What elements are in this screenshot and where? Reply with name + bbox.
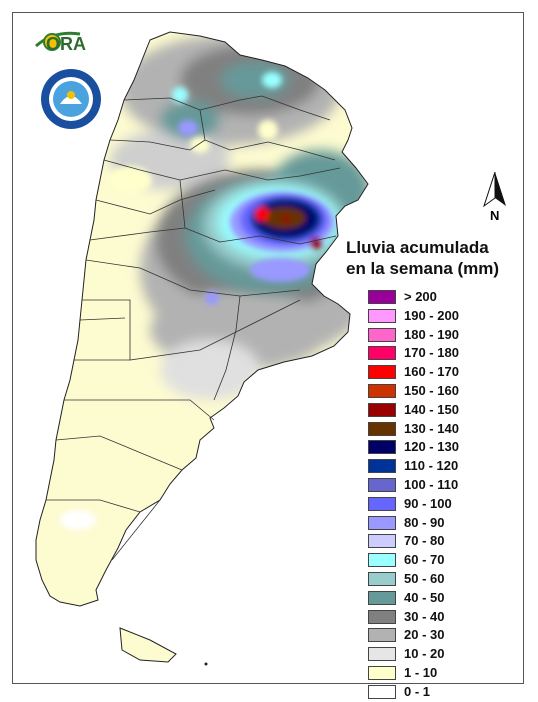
legend-swatch [368, 534, 396, 549]
legend-swatch [368, 590, 396, 605]
legend-label: 160 - 170 [404, 364, 459, 380]
legend-label: 120 - 130 [404, 439, 459, 455]
legend-swatch [368, 684, 396, 699]
legend-swatch [368, 365, 396, 380]
legend-label: 90 - 100 [404, 495, 452, 511]
legend-label: 50 - 60 [404, 570, 445, 586]
legend-label: 110 - 120 [404, 458, 459, 474]
legend-swatch [368, 421, 396, 436]
legend-swatch [368, 346, 396, 361]
legend-swatch [368, 609, 396, 624]
legend-swatch [368, 440, 396, 455]
islands-marker [204, 662, 208, 666]
province-borders [46, 95, 341, 561]
legend-label: 130 - 140 [404, 420, 459, 436]
smn-seal-icon [40, 68, 102, 130]
legend-label: 1 - 10 [404, 664, 438, 680]
legend-swatch [368, 402, 396, 417]
legend-swatch [368, 327, 396, 342]
legend-swatch [368, 647, 396, 662]
legend-label: 190 - 200 [404, 307, 459, 323]
legend-label: 60 - 70 [404, 552, 445, 568]
legend-swatch [368, 477, 396, 492]
legend-label: 80 - 90 [404, 514, 445, 530]
legend-label: 70 - 80 [404, 533, 445, 549]
legend-swatch [368, 628, 396, 643]
legend-swatch [368, 308, 396, 323]
legend-label: 40 - 50 [404, 589, 445, 605]
legend-label: 140 - 150 [404, 401, 459, 417]
ora-logo: ORA [34, 24, 104, 60]
north-arrow-icon [478, 170, 512, 226]
tierra-del-fuego [119, 627, 177, 663]
legend-label: 170 - 180 [404, 345, 459, 361]
legend-swatch [368, 459, 396, 474]
legend-swatch [368, 496, 396, 511]
legend-title: Lluvia acumulada en la semana (mm) [346, 238, 500, 278]
legend-label: 100 - 110 [404, 476, 459, 492]
legend-swatch [368, 571, 396, 586]
legend-label: 10 - 20 [404, 646, 445, 662]
svg-text:ORA: ORA [46, 34, 86, 54]
legend-swatch [368, 553, 396, 568]
legend-label: 30 - 40 [404, 608, 445, 624]
legend-swatch [368, 515, 396, 530]
legend-swatch [368, 665, 396, 680]
legend-label: 180 - 190 [404, 326, 459, 342]
legend-label: 0 - 1 [404, 683, 431, 699]
north-label: N [490, 208, 500, 223]
legend-swatch [368, 290, 396, 304]
legend-label: 150 - 160 [404, 382, 459, 398]
legend-swatch [368, 383, 396, 398]
legend-label: > 200 [404, 289, 437, 304]
legend-label: 20 - 30 [404, 627, 445, 643]
